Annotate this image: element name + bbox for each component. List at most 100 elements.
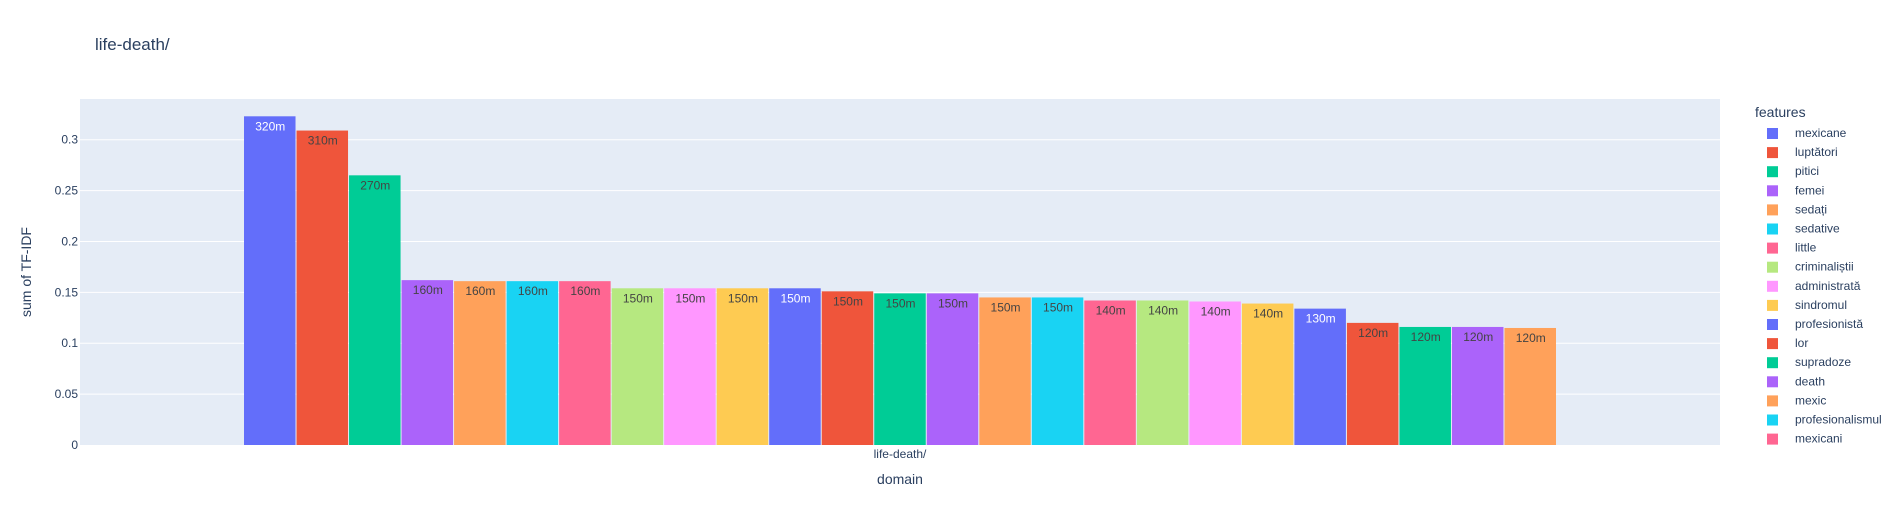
legend-item[interactable]: criminaliștii	[1795, 260, 1854, 274]
legend-swatch	[1767, 357, 1778, 369]
legend-swatch	[1767, 299, 1778, 311]
legend-item[interactable]: profesionalismul	[1795, 413, 1882, 427]
x-tick-label: life-death/	[874, 447, 927, 461]
bar-value-label: 150m	[991, 300, 1021, 314]
bar[interactable]	[1031, 297, 1084, 445]
bar[interactable]	[1399, 326, 1451, 445]
chart-title: life-death/	[95, 35, 170, 54]
bar[interactable]	[401, 280, 454, 445]
bar[interactable]	[1346, 322, 1399, 445]
bars	[244, 116, 1556, 446]
bar-value-label: 150m	[833, 294, 863, 308]
bar[interactable]	[611, 288, 664, 445]
legend-swatch	[1767, 338, 1778, 350]
bar[interactable]	[1241, 303, 1294, 445]
bar-value-label: 140m	[1148, 303, 1178, 317]
legend-item[interactable]: mexicane	[1795, 126, 1847, 140]
legend-item[interactable]: sedative	[1795, 222, 1840, 236]
legend-swatch	[1767, 242, 1778, 254]
bar[interactable]	[454, 281, 506, 445]
bar-value-label: 150m	[885, 296, 915, 310]
legend-item[interactable]: sedați	[1795, 202, 1827, 216]
bar-value-label: 120m	[1516, 331, 1546, 345]
bar-value-label: 320m	[255, 119, 285, 133]
bar-value-label: 150m	[938, 296, 968, 310]
y-tick-label: 0.15	[55, 285, 79, 299]
bar-value-label: 310m	[308, 134, 338, 148]
y-tick-label: 0.1	[61, 336, 78, 350]
legend[interactable]: mexicane luptători pitici femei sedați sedati…	[1767, 126, 1882, 446]
legend-swatch	[1767, 147, 1778, 159]
legend-item[interactable]: lor	[1795, 336, 1808, 350]
bar-value-label: 120m	[1463, 330, 1493, 344]
legend-item[interactable]: administrată	[1795, 279, 1861, 293]
legend-item[interactable]: femei	[1795, 183, 1824, 197]
y-tick-label: 0.2	[61, 234, 78, 248]
bar-value-label: 160m	[570, 284, 600, 298]
y-tick-label: 0.05	[55, 387, 79, 401]
bar-value-label: 150m	[1043, 300, 1073, 314]
bar-value-label: 270m	[360, 178, 390, 192]
legend-item[interactable]: mexic	[1795, 393, 1826, 407]
bar[interactable]	[559, 281, 611, 445]
legend-swatch	[1767, 319, 1778, 330]
bar[interactable]	[769, 288, 821, 445]
y-tick-label: 0	[71, 438, 78, 452]
bar-value-label: 150m	[623, 291, 653, 305]
bar[interactable]	[506, 281, 559, 445]
bar-value-label: 120m	[1411, 330, 1441, 344]
legend-title: features	[1755, 104, 1806, 120]
bar[interactable]	[1294, 308, 1346, 445]
bar[interactable]	[926, 293, 979, 445]
legend-swatch	[1767, 204, 1778, 216]
bar-data-labels: 320m 310m 270m 160m 160m 160m 160m 150m 150m 150m…	[255, 119, 1546, 345]
legend-item[interactable]: sindromul	[1795, 298, 1847, 312]
y-tick-label: 0.3	[61, 133, 78, 147]
bar[interactable]	[1189, 301, 1241, 445]
bar-value-label: 140m	[1096, 303, 1126, 317]
legend-item[interactable]: supradoze	[1795, 355, 1851, 369]
bar-value-label: 150m	[728, 291, 758, 305]
bar[interactable]	[821, 291, 874, 445]
bar-value-label: 140m	[1253, 307, 1283, 321]
legend-item[interactable]: little	[1795, 241, 1817, 255]
bar[interactable]	[1084, 300, 1136, 445]
legend-swatch	[1767, 433, 1778, 445]
legend-swatch	[1767, 376, 1778, 388]
bar[interactable]	[1136, 300, 1189, 445]
y-axis-title: sum of TF-IDF	[18, 227, 34, 317]
legend-swatch	[1767, 414, 1778, 426]
bar-value-label: 130m	[1306, 312, 1336, 326]
legend-item[interactable]: profesionistă	[1795, 317, 1863, 331]
bar-value-label: 120m	[1358, 326, 1388, 340]
legend-swatch	[1767, 128, 1778, 139]
bar[interactable]	[716, 288, 769, 445]
legend-item[interactable]: death	[1795, 374, 1825, 388]
legend-swatch	[1767, 185, 1778, 197]
bar-value-label: 150m	[675, 291, 705, 305]
legend-item[interactable]: luptători	[1795, 145, 1838, 159]
legend-swatch	[1767, 166, 1778, 178]
bar[interactable]	[979, 297, 1031, 445]
legend-swatch	[1767, 261, 1778, 273]
bar[interactable]	[1451, 326, 1504, 445]
legend-swatch	[1767, 223, 1778, 235]
y-tick-label: 0.25	[55, 184, 79, 198]
bar[interactable]	[244, 116, 296, 446]
bar-value-label: 160m	[465, 284, 495, 298]
bar-value-label: 150m	[780, 291, 810, 305]
bar[interactable]	[874, 293, 926, 445]
bar[interactable]	[1504, 327, 1556, 445]
y-axis-ticks: 0 0.05 0.1 0.15 0.2 0.25 0.3	[55, 133, 79, 452]
bar[interactable]	[296, 130, 349, 445]
bar-value-label: 140m	[1201, 305, 1231, 319]
legend-swatch	[1767, 280, 1778, 292]
bar[interactable]	[664, 288, 716, 445]
bar-value-label: 160m	[518, 284, 548, 298]
legend-item[interactable]: mexicani	[1795, 432, 1842, 446]
x-axis-title: domain	[877, 471, 923, 487]
bar-value-label: 160m	[413, 283, 443, 297]
bar[interactable]	[349, 175, 401, 445]
legend-item[interactable]: pitici	[1795, 164, 1819, 178]
